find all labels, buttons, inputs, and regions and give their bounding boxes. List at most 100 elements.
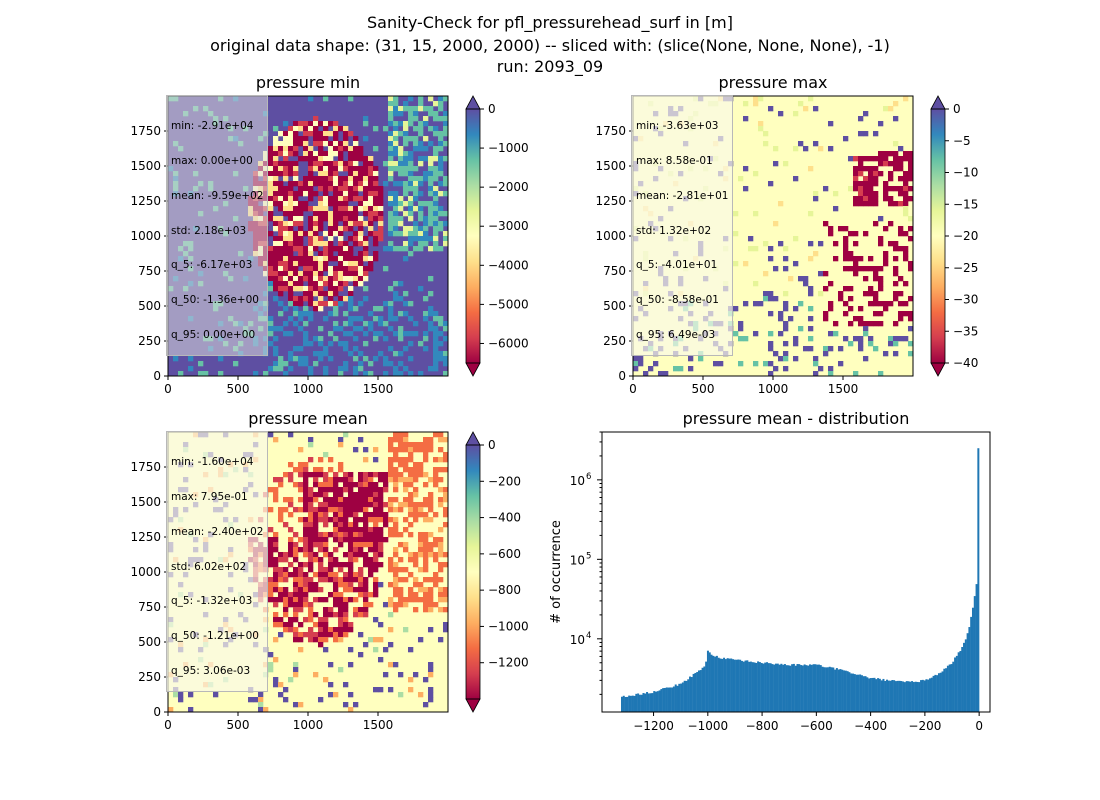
heatmap-cell	[398, 447, 404, 453]
heatmap-cell	[363, 246, 369, 252]
heatmap-cell	[368, 602, 374, 608]
heatmap-cell	[308, 502, 314, 508]
heatmap-cell	[398, 692, 404, 698]
heatmap-cell	[298, 467, 304, 473]
heatmap-cell	[298, 597, 304, 603]
y-tick-label: 250	[603, 334, 626, 348]
heatmap-cell	[338, 246, 344, 252]
heatmap-cell	[353, 492, 359, 498]
heatmap-cell	[318, 557, 324, 563]
heatmap-cell	[413, 321, 419, 327]
stat-line: q_50: -1.21e+00	[171, 630, 259, 643]
heatmap-cell	[413, 592, 419, 598]
heatmap-cell	[353, 256, 359, 262]
heatmap-cell	[393, 507, 399, 513]
heatmap-cell	[303, 587, 309, 593]
heatmap-cell	[873, 346, 879, 352]
heatmap-cell	[793, 111, 799, 117]
heatmap-cell	[433, 126, 439, 132]
heatmap-cell	[823, 221, 829, 227]
heatmap-cell	[273, 336, 279, 342]
heatmap-cell	[373, 126, 379, 132]
heatmap-cell	[293, 126, 299, 132]
heatmap-cell	[418, 597, 424, 603]
hist-bar	[896, 680, 899, 712]
heatmap-cell	[393, 131, 399, 137]
heatmap-cell	[333, 692, 339, 698]
heatmap-cell	[333, 166, 339, 172]
heatmap-cell	[293, 507, 299, 513]
heatmap-cell	[318, 216, 324, 222]
heatmap-cell	[443, 241, 449, 247]
hist-bar	[834, 669, 837, 712]
heatmap-cell	[308, 276, 314, 282]
heatmap-cell	[863, 291, 869, 297]
heatmap-cell	[388, 306, 394, 312]
heatmap-cell	[273, 677, 279, 683]
heatmap-cell	[343, 507, 349, 513]
heatmap-cell	[298, 236, 304, 242]
heatmap-cell	[413, 206, 419, 212]
heatmap-cell	[868, 196, 874, 202]
heatmap-cell	[903, 151, 909, 157]
heatmap-cell	[328, 562, 334, 568]
heatmap-cell	[418, 206, 424, 212]
heatmap-cell	[328, 271, 334, 277]
heatmap-cell	[298, 482, 304, 488]
heatmap-cell	[288, 462, 294, 468]
hist-bar	[977, 448, 980, 712]
heatmap-cell	[783, 301, 789, 307]
heatmap-cell	[423, 176, 429, 182]
heatmap-cell	[688, 366, 694, 372]
heatmap-cell	[368, 361, 374, 367]
heatmap-cell	[428, 602, 434, 608]
heatmap-cell	[768, 296, 774, 302]
heatmap-cell	[443, 336, 449, 342]
hist-bar	[685, 680, 688, 712]
heatmap-cell	[278, 236, 284, 242]
heatmap-cell	[303, 532, 309, 538]
heatmap-cell	[303, 602, 309, 608]
heatmap-cell	[858, 131, 864, 137]
heatmap-cell	[368, 557, 374, 563]
heatmap-cell	[413, 552, 419, 558]
heatmap-cell	[273, 226, 279, 232]
heatmap-cell	[443, 487, 449, 493]
heatmap-cell	[343, 176, 349, 182]
hist-bar	[766, 662, 769, 712]
heatmap-cell	[353, 502, 359, 508]
heatmap-cell	[293, 607, 299, 613]
heatmap-cell	[373, 241, 379, 247]
heatmap-cell	[423, 552, 429, 558]
heatmap-cell	[218, 356, 224, 362]
heatmap-cell	[293, 136, 299, 142]
heatmap-cell	[323, 597, 329, 603]
heatmap-cell	[328, 341, 334, 347]
heatmap-cell	[398, 567, 404, 573]
heatmap-cell	[298, 126, 304, 132]
heatmap-cell	[368, 542, 374, 548]
heatmap-cell	[388, 201, 394, 207]
heatmap-cell	[398, 457, 404, 463]
heatmap-cell	[858, 341, 864, 347]
heatmap-cell	[338, 266, 344, 272]
heatmap-cell	[288, 617, 294, 623]
heatmap-cell	[443, 121, 449, 127]
heatmap-cell	[388, 286, 394, 292]
heatmap-cell	[743, 116, 749, 122]
heatmap-cell	[793, 306, 799, 312]
heatmap-cell	[888, 186, 894, 192]
heatmap-cell	[348, 692, 354, 698]
heatmap-cell	[348, 527, 354, 533]
heatmap-cell	[353, 216, 359, 222]
heatmap-cell	[373, 507, 379, 513]
heatmap-cell	[343, 321, 349, 327]
hist-bar	[945, 668, 948, 712]
heatmap-cell	[403, 106, 409, 112]
heatmap-cell	[378, 637, 384, 643]
heatmap-cell	[283, 186, 289, 192]
heatmap-cell	[383, 361, 389, 367]
heatmap-cell	[298, 647, 304, 653]
heatmap-cell	[878, 151, 884, 157]
heatmap-cell	[858, 336, 864, 342]
